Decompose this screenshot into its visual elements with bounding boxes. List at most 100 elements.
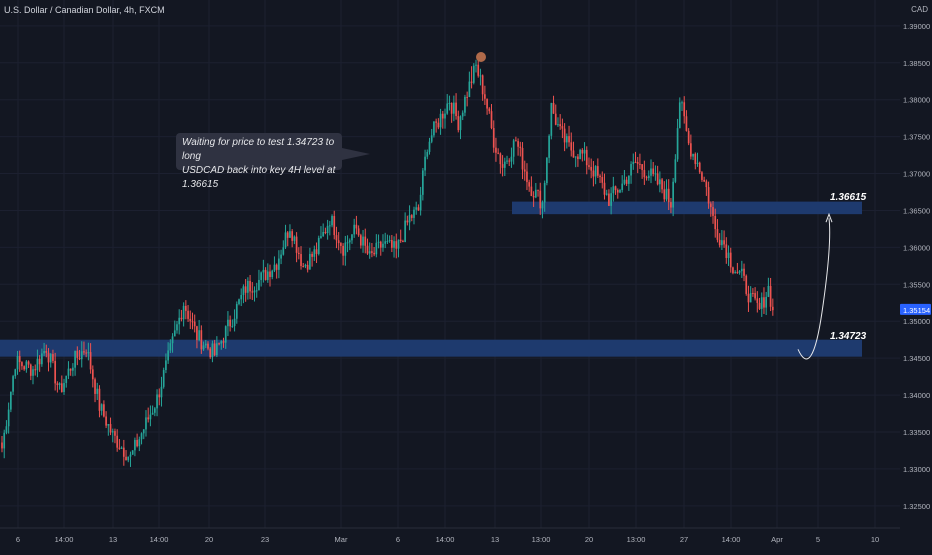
candle-body — [149, 414, 152, 420]
candle-body — [585, 149, 588, 166]
candle-body — [603, 182, 606, 195]
candle-body — [632, 161, 635, 165]
candle-body — [238, 299, 240, 305]
candle-body — [386, 241, 389, 243]
candle-body — [100, 404, 103, 411]
candle-body — [495, 147, 497, 153]
candle-body — [52, 354, 54, 361]
candle-body — [249, 280, 251, 292]
candle-body — [725, 244, 728, 259]
candle-body — [479, 75, 482, 77]
candle-body — [734, 272, 737, 274]
candle-body — [406, 220, 409, 223]
annotation-line-1: Waiting for price to test 1.34723 to lon… — [182, 137, 335, 162]
candle-body — [251, 291, 254, 293]
candle-body — [76, 350, 79, 358]
candle-body — [419, 194, 422, 211]
candle-body — [437, 122, 440, 128]
price-tick-label: 1.32500 — [903, 502, 930, 511]
resistance-zone — [512, 201, 862, 215]
candle-body — [335, 235, 338, 241]
candle-body — [67, 368, 70, 376]
candle-body — [222, 341, 225, 343]
candle-body — [140, 433, 143, 440]
candle-body — [373, 252, 375, 255]
candle-body — [745, 275, 748, 294]
candle-body — [654, 173, 657, 175]
candle-body — [475, 64, 477, 66]
swing-high-marker — [476, 52, 486, 62]
candle-body — [5, 426, 8, 433]
candle-body — [209, 348, 212, 358]
candles — [1, 59, 774, 467]
candle-body — [94, 379, 96, 394]
price-axis[interactable]: 1.39000 1.38500 1.38000 1.37500 1.37000 1.365… — [900, 0, 932, 550]
candle-body — [47, 352, 50, 363]
candle-body — [295, 236, 298, 253]
candle-body — [661, 179, 663, 190]
candle-body — [342, 245, 344, 256]
candle-body — [96, 388, 99, 394]
candle-body — [665, 188, 668, 200]
candle-body — [189, 318, 192, 322]
candle-body — [464, 96, 466, 113]
candle-body — [111, 431, 114, 433]
candle-body — [45, 350, 48, 353]
candle-body — [667, 188, 670, 203]
candle-body — [570, 142, 573, 151]
candle-body — [184, 305, 187, 311]
candle-body — [559, 124, 562, 127]
candle-body — [612, 186, 615, 194]
candle-body — [98, 388, 101, 411]
candle-body — [577, 156, 579, 160]
candle-body — [337, 240, 340, 244]
candle-body — [752, 293, 754, 295]
candle-body — [630, 164, 632, 176]
candle-body — [696, 162, 699, 164]
candle-body — [601, 177, 604, 183]
candle-body — [548, 135, 550, 158]
price-tick-label: 1.39000 — [903, 22, 930, 31]
candle-body — [435, 121, 437, 123]
candle-body — [275, 264, 278, 270]
candle-body — [377, 241, 380, 243]
candle-body — [49, 354, 52, 363]
candle-body — [118, 447, 121, 449]
candle-body — [515, 140, 517, 142]
candle-body — [306, 264, 309, 270]
candle-body — [116, 435, 119, 448]
candle-body — [27, 361, 30, 365]
candle-body — [490, 111, 493, 129]
candle-body — [670, 202, 672, 208]
time-axis[interactable]: 6 14:00 13 14:00 20 23 Mar 6 14:00 13 13:00 20 13:00… — [0, 527, 932, 550]
price-tick-label: 1.34500 — [903, 354, 930, 363]
candle-body — [211, 343, 214, 358]
key-level-zones — [0, 201, 862, 357]
candle-body — [468, 81, 471, 98]
candle-body — [712, 207, 714, 216]
candle-body — [107, 424, 110, 426]
candle-body — [758, 302, 761, 309]
candle-body — [614, 186, 617, 191]
candle-body — [579, 149, 581, 160]
candle-body — [147, 417, 150, 420]
candle-body — [304, 264, 307, 267]
candle-body — [21, 362, 23, 367]
candle-body — [280, 254, 282, 259]
candle-body — [641, 164, 643, 171]
candle-body — [247, 280, 249, 293]
candle-body — [743, 268, 745, 276]
candle-body — [399, 239, 402, 242]
candle-body — [25, 361, 28, 370]
candle-body — [91, 369, 94, 380]
candle-body — [368, 251, 371, 254]
candle-body — [366, 245, 369, 254]
time-tick-label: 14:00 — [436, 535, 455, 544]
candle-body — [441, 113, 444, 119]
projection-arrow — [797, 218, 831, 360]
candle-body — [503, 161, 506, 168]
candle-body — [264, 269, 267, 280]
annotation-callout[interactable]: Waiting for price to test 1.34723 to lon… — [176, 133, 342, 190]
